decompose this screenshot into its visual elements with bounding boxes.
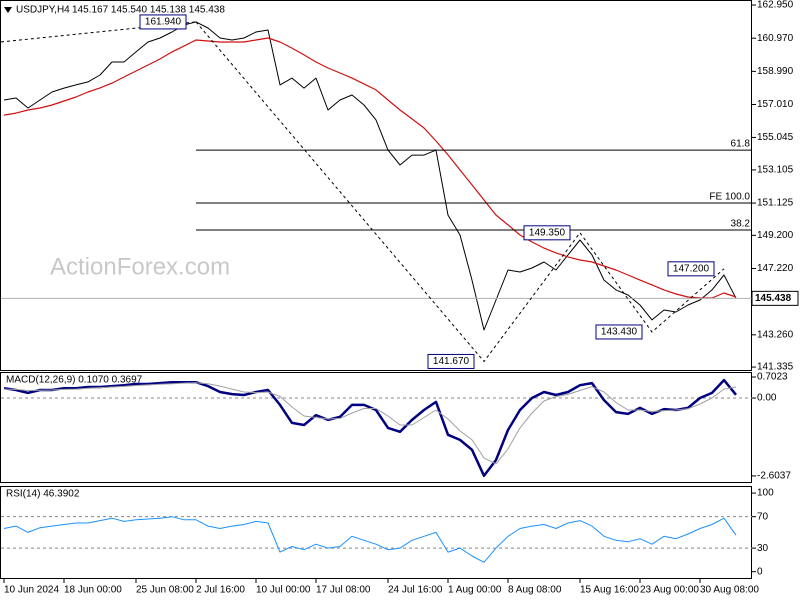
pivot-box	[667, 261, 715, 277]
pivot-box	[523, 225, 571, 241]
menu-triangle	[4, 7, 12, 13]
price-panel-frame	[0, 0, 752, 371]
last-price-label: 145.438	[755, 293, 792, 304]
pivot-path	[195, 21, 725, 363]
series-line	[3, 378, 737, 478]
x-tick-label: 10 Jun 2024	[4, 585, 59, 596]
y-tick-label: 0	[757, 566, 763, 577]
panel-title: RSI(14) 46.3902	[6, 489, 80, 500]
x-tick-label: 30 Aug 08:00	[700, 585, 759, 596]
y-tick-label: 162.950	[757, 0, 794, 11]
pivot-box	[595, 324, 643, 340]
y-tick-label: 143.260	[757, 329, 794, 340]
series-line	[3, 516, 737, 563]
y-tick-label: 70	[757, 511, 769, 522]
panel-title: MACD(12,26,9) 0.1070 0.3697	[6, 375, 143, 386]
fib-label: 61.8	[731, 139, 751, 150]
pivot-label: 147.200	[673, 263, 710, 274]
x-tick-label: 10 Jul 00:00	[256, 585, 311, 596]
y-tick-label: 0.00	[757, 393, 777, 404]
fib-label: FE 100.0	[709, 192, 750, 203]
pivot-label: 141.670	[433, 356, 470, 367]
series-line	[3, 37, 737, 299]
quote: 145.167 145.540 145.138 145.438	[72, 5, 225, 16]
panel-frames	[0, 0, 752, 579]
x-tick-label: 17 Jul 08:00	[316, 585, 371, 596]
fib-label: 38.2	[731, 219, 751, 230]
watermark: ActionForex.com	[50, 253, 230, 280]
x-tick-label: 2 Jul 16:00	[196, 585, 245, 596]
y-tick-label: 100	[757, 488, 774, 499]
x-tick-label: 18 Jun 00:00	[64, 585, 122, 596]
panel-title: USDJPY,H4	[16, 5, 70, 16]
x-tick-label: 1 Aug 00:00	[448, 585, 502, 596]
series-line	[3, 382, 737, 465]
y-tick-label: 0.7023	[757, 372, 788, 383]
pivot-box	[427, 353, 475, 369]
pivot-box	[139, 14, 187, 30]
x-tick-label: 15 Aug 16:00	[580, 585, 639, 596]
y-tick-label: 147.220	[757, 263, 794, 274]
x-tick-label: 25 Jun 08:00	[136, 585, 194, 596]
y-tick-label: 157.010	[757, 99, 794, 110]
y-tick-label: 149.200	[757, 230, 794, 241]
series-line	[3, 21, 737, 331]
pivot-label: 143.430	[601, 327, 638, 338]
last-price-box	[751, 290, 799, 306]
y-tick-label: 158.990	[757, 66, 794, 77]
pivot-label: 149.350	[529, 227, 566, 238]
y-tick-label: 151.125	[757, 198, 794, 209]
y-tick-label: 153.105	[757, 165, 794, 176]
x-tick-label: 8 Aug 08:00	[508, 585, 562, 596]
x-tick-label: 24 Jul 16:00	[388, 585, 443, 596]
x-tick-label: 23 Aug 00:00	[640, 585, 699, 596]
rsi-panel-frame	[0, 486, 752, 579]
y-tick-label: -2.6037	[757, 471, 791, 482]
y-tick-label: 155.045	[757, 132, 794, 143]
pivot-label: 161.940	[145, 17, 182, 28]
y-tick-label: 160.970	[757, 33, 794, 44]
y-tick-label: 30	[757, 543, 769, 554]
macd-panel-frame	[0, 372, 752, 483]
y-tick-label: 141.335	[757, 362, 794, 373]
